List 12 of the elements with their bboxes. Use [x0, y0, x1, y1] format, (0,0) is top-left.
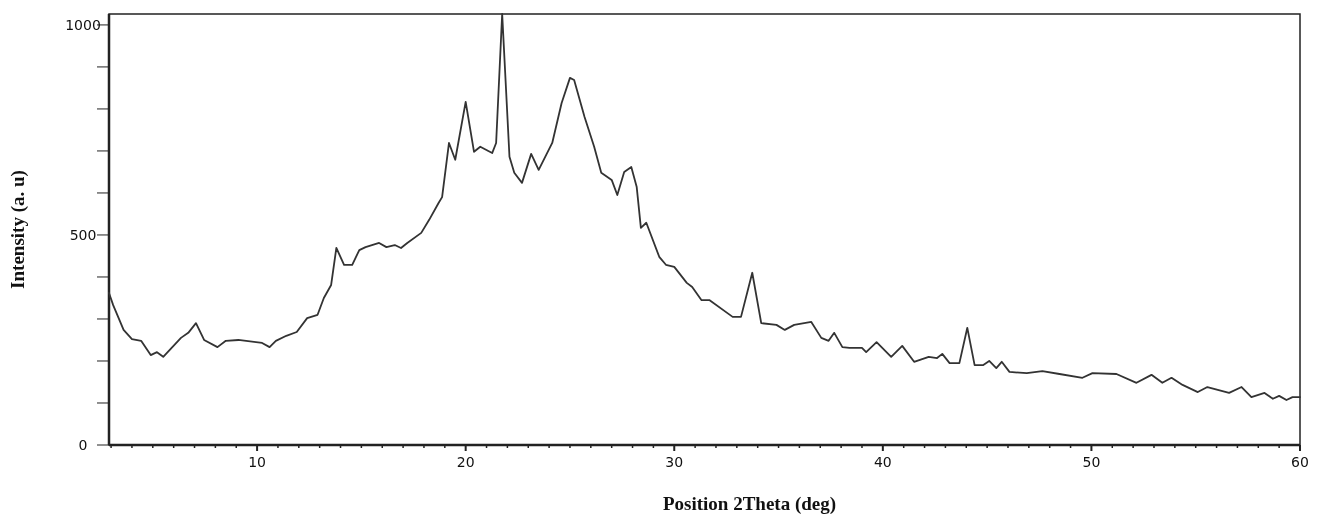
x-tick-label: 40: [873, 454, 892, 470]
y-tick-label: 0: [78, 436, 88, 453]
x-axis-title: Position 2Theta (deg): [662, 493, 837, 515]
x-tick-label: 20: [456, 454, 475, 470]
x-tick-label: 30: [665, 454, 684, 470]
x-tick-label: 60: [1291, 454, 1309, 470]
y-axis-title: Intensity (a. u): [7, 170, 29, 289]
y-tick-label: 500: [69, 226, 97, 243]
x-tick-label: 10: [248, 454, 267, 470]
x-tick-label: 50: [1082, 454, 1101, 470]
line-series: [108, 13, 1301, 401]
y-tick-label: 1000: [65, 16, 101, 33]
